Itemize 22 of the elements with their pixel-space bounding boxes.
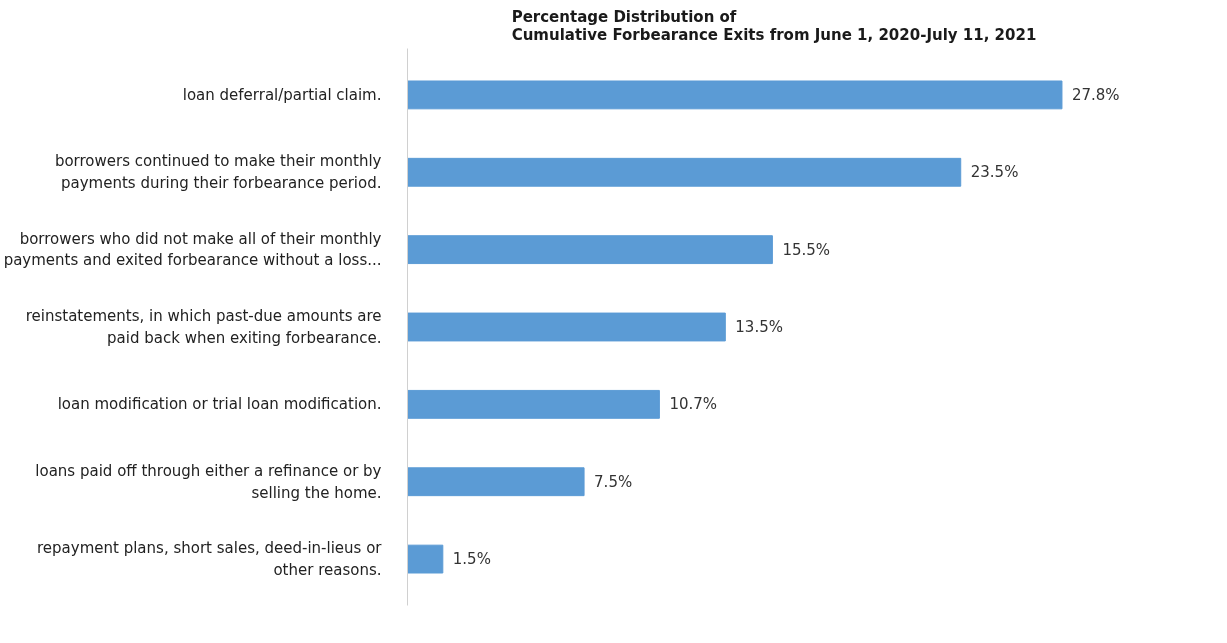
y-tick-label: repayment plans, short sales, deed-in-lieus or other reasons. bbox=[37, 539, 383, 579]
data-label: 15.5% bbox=[782, 240, 831, 259]
bar bbox=[407, 235, 773, 265]
bar bbox=[407, 467, 585, 497]
y-tick-label: borrowers who did not make all of their monthly payments and exited forbearance without a loss... bbox=[3, 229, 382, 270]
bar bbox=[407, 157, 962, 187]
y-tick-label: loan modification or trial loan modification. bbox=[57, 395, 382, 414]
y-tick-label: loan deferral/partial claim. bbox=[182, 85, 382, 104]
data-label: 7.5% bbox=[594, 472, 633, 491]
bar bbox=[407, 80, 1063, 110]
bar bbox=[407, 312, 726, 342]
data-label: 27.8% bbox=[1071, 85, 1120, 104]
y-tick-label: reinstatements, in which past-due amounts are paid back when exiting forbearance. bbox=[25, 307, 382, 347]
y-tick-label: loans paid off through either a refinance or by selling the home. bbox=[35, 461, 382, 502]
chart-title: Percentage Distribution of Cumulative Forbearance Exits from June 1, 2020-July 11, 2021 bbox=[511, 7, 1037, 44]
data-label: 1.5% bbox=[452, 550, 491, 569]
bar bbox=[407, 389, 660, 419]
data-label: 23.5% bbox=[970, 163, 1019, 182]
data-label: 10.7% bbox=[669, 395, 718, 414]
bar bbox=[407, 544, 444, 574]
y-tick-label: borrowers continued to make their monthly payments during their forbearance period. bbox=[54, 152, 382, 193]
data-label: 13.5% bbox=[735, 318, 783, 336]
